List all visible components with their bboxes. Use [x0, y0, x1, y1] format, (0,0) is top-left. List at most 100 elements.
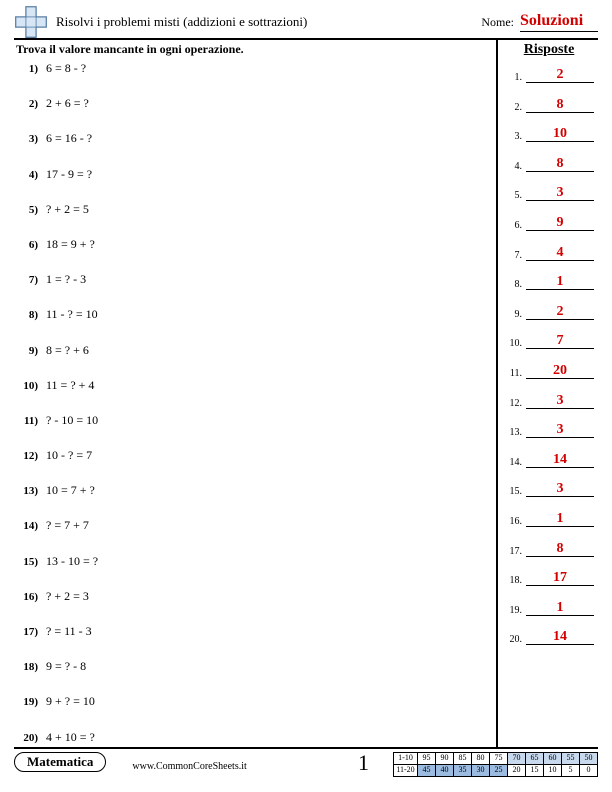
problem-expression: 17 - 9 = ? — [46, 167, 92, 182]
problem-number: 5) — [16, 204, 38, 216]
answer-number: 13. — [504, 427, 522, 438]
grade-cell: 60 — [544, 752, 562, 764]
problems-column: Trova il valore mancante in ogni operazi… — [14, 40, 498, 747]
problem-row: 3)6 = 16 - ? — [16, 131, 490, 146]
answer-blank: 1 — [526, 601, 594, 616]
answer-blank: 9 — [526, 216, 594, 231]
answer-value: 1 — [557, 600, 564, 615]
problem-expression: 10 = 7 + ? — [46, 483, 95, 498]
answer-blank: 8 — [526, 542, 594, 557]
problem-row: 18)9 = ? - 8 — [16, 659, 490, 674]
problem-expression: 11 = ? + 4 — [46, 378, 94, 393]
subject-badge: Matematica — [14, 752, 106, 772]
answer-number: 5. — [504, 190, 522, 201]
problem-row: 10) 11 = ? + 4 — [16, 378, 490, 393]
problem-number: 6) — [16, 239, 38, 251]
answer-row: 6.9 — [504, 216, 594, 231]
answer-blank: 10 — [526, 127, 594, 142]
problem-row: 5) ? + 2 = 5 — [16, 202, 490, 217]
answer-value: 14 — [553, 452, 567, 467]
answer-row: 13.3 — [504, 423, 594, 438]
answer-row: 5.3 — [504, 186, 594, 201]
problem-number: 7) — [16, 274, 38, 286]
answer-value: 3 — [557, 481, 564, 496]
answer-number: 17. — [504, 546, 522, 557]
grade-cell: 70 — [508, 752, 526, 764]
grade-cell: 25 — [490, 764, 508, 776]
answer-number: 11. — [504, 368, 522, 379]
answer-blank: 14 — [526, 630, 594, 645]
answer-value: 1 — [557, 511, 564, 526]
grade-cell: 11-20 — [394, 764, 418, 776]
header: Risolvi i problemi misti (addizioni e so… — [14, 6, 598, 40]
problem-number: 4) — [16, 169, 38, 181]
worksheet-title: Risolvi i problemi misti (addizioni e so… — [56, 14, 481, 30]
grade-cell: 65 — [526, 752, 544, 764]
answer-row: 3.10 — [504, 127, 594, 142]
answer-value: 8 — [557, 541, 564, 556]
answer-blank: 8 — [526, 157, 594, 172]
problem-row: 8)11 - ? = 10 — [16, 307, 490, 322]
answer-blank: 7 — [526, 334, 594, 349]
grade-cell: 50 — [580, 752, 598, 764]
problem-row: 11)? - 10 = 10 — [16, 413, 490, 428]
problem-number: 2) — [16, 98, 38, 110]
answer-value: 1 — [557, 274, 564, 289]
problem-number: 20) — [16, 732, 38, 744]
problem-number: 10) — [16, 380, 38, 392]
answer-row: 1.2 — [504, 68, 594, 83]
problem-number: 12) — [16, 450, 38, 462]
page-number: 1 — [358, 752, 375, 774]
problem-row: 13)10 = 7 + ? — [16, 483, 490, 498]
answer-value: 4 — [557, 245, 564, 260]
answer-number: 9. — [504, 309, 522, 320]
grade-cell: 95 — [418, 752, 436, 764]
answer-row: 19.1 — [504, 601, 594, 616]
answer-row: 4.8 — [504, 157, 594, 172]
problem-expression: 9 = ? - 8 — [46, 659, 86, 674]
answer-number: 15. — [504, 486, 522, 497]
grade-cell: 1-10 — [394, 752, 418, 764]
problem-expression: 10 - ? = 7 — [46, 448, 92, 463]
problem-expression: 6 = 16 - ? — [46, 131, 92, 146]
plus-logo-icon — [14, 5, 48, 39]
answer-blank: 1 — [526, 275, 594, 290]
answer-row: 18.17 — [504, 571, 594, 586]
problem-row: 2)2 + 6 = ? — [16, 96, 490, 111]
answer-row: 7.4 — [504, 246, 594, 261]
problem-expression: 9 + ? = 10 — [46, 694, 95, 709]
answer-blank: 2 — [526, 68, 594, 83]
answer-blank: 17 — [526, 571, 594, 586]
answer-value: 3 — [557, 393, 564, 408]
grade-cell: 80 — [472, 752, 490, 764]
answer-row: 8.1 — [504, 275, 594, 290]
problem-row: 16) ? + 2 = 3 — [16, 589, 490, 604]
grade-cell: 90 — [436, 752, 454, 764]
grade-cell: 5 — [562, 764, 580, 776]
problem-expression: ? = 11 - 3 — [46, 624, 92, 639]
problem-row: 19)9 + ? = 10 — [16, 694, 490, 709]
problem-expression: 13 - 10 = ? — [46, 554, 98, 569]
problem-row: 17)? = 11 - 3 — [16, 624, 490, 639]
problem-row: 4) 17 - 9 = ? — [16, 167, 490, 182]
answer-value: 8 — [557, 156, 564, 171]
answer-value: 9 — [557, 215, 564, 230]
answer-row: 2.8 — [504, 98, 594, 113]
problem-number: 16) — [16, 591, 38, 603]
answer-number: 12. — [504, 398, 522, 409]
problem-expression: ? + 2 = 3 — [46, 589, 89, 604]
problems-list: 1)6 = 8 - ?2)2 + 6 = ?3)6 = 16 - ?4)17 -… — [16, 61, 490, 745]
problem-number: 15) — [16, 556, 38, 568]
problem-row: 12) 10 - ? = 7 — [16, 448, 490, 463]
problem-expression: 8 = ? + 6 — [46, 343, 89, 358]
footer: Matematica www.CommonCoreSheets.it 1 1-1… — [14, 749, 598, 782]
grade-cell: 0 — [580, 764, 598, 776]
answer-value: 3 — [557, 422, 564, 437]
answer-number: 4. — [504, 161, 522, 172]
answer-value: 17 — [553, 570, 567, 585]
answer-row: 9.2 — [504, 305, 594, 320]
problem-expression: ? = 7 + 7 — [46, 518, 89, 533]
answer-blank: 8 — [526, 98, 594, 113]
problem-expression: ? + 2 = 5 — [46, 202, 89, 217]
grade-cell: 10 — [544, 764, 562, 776]
